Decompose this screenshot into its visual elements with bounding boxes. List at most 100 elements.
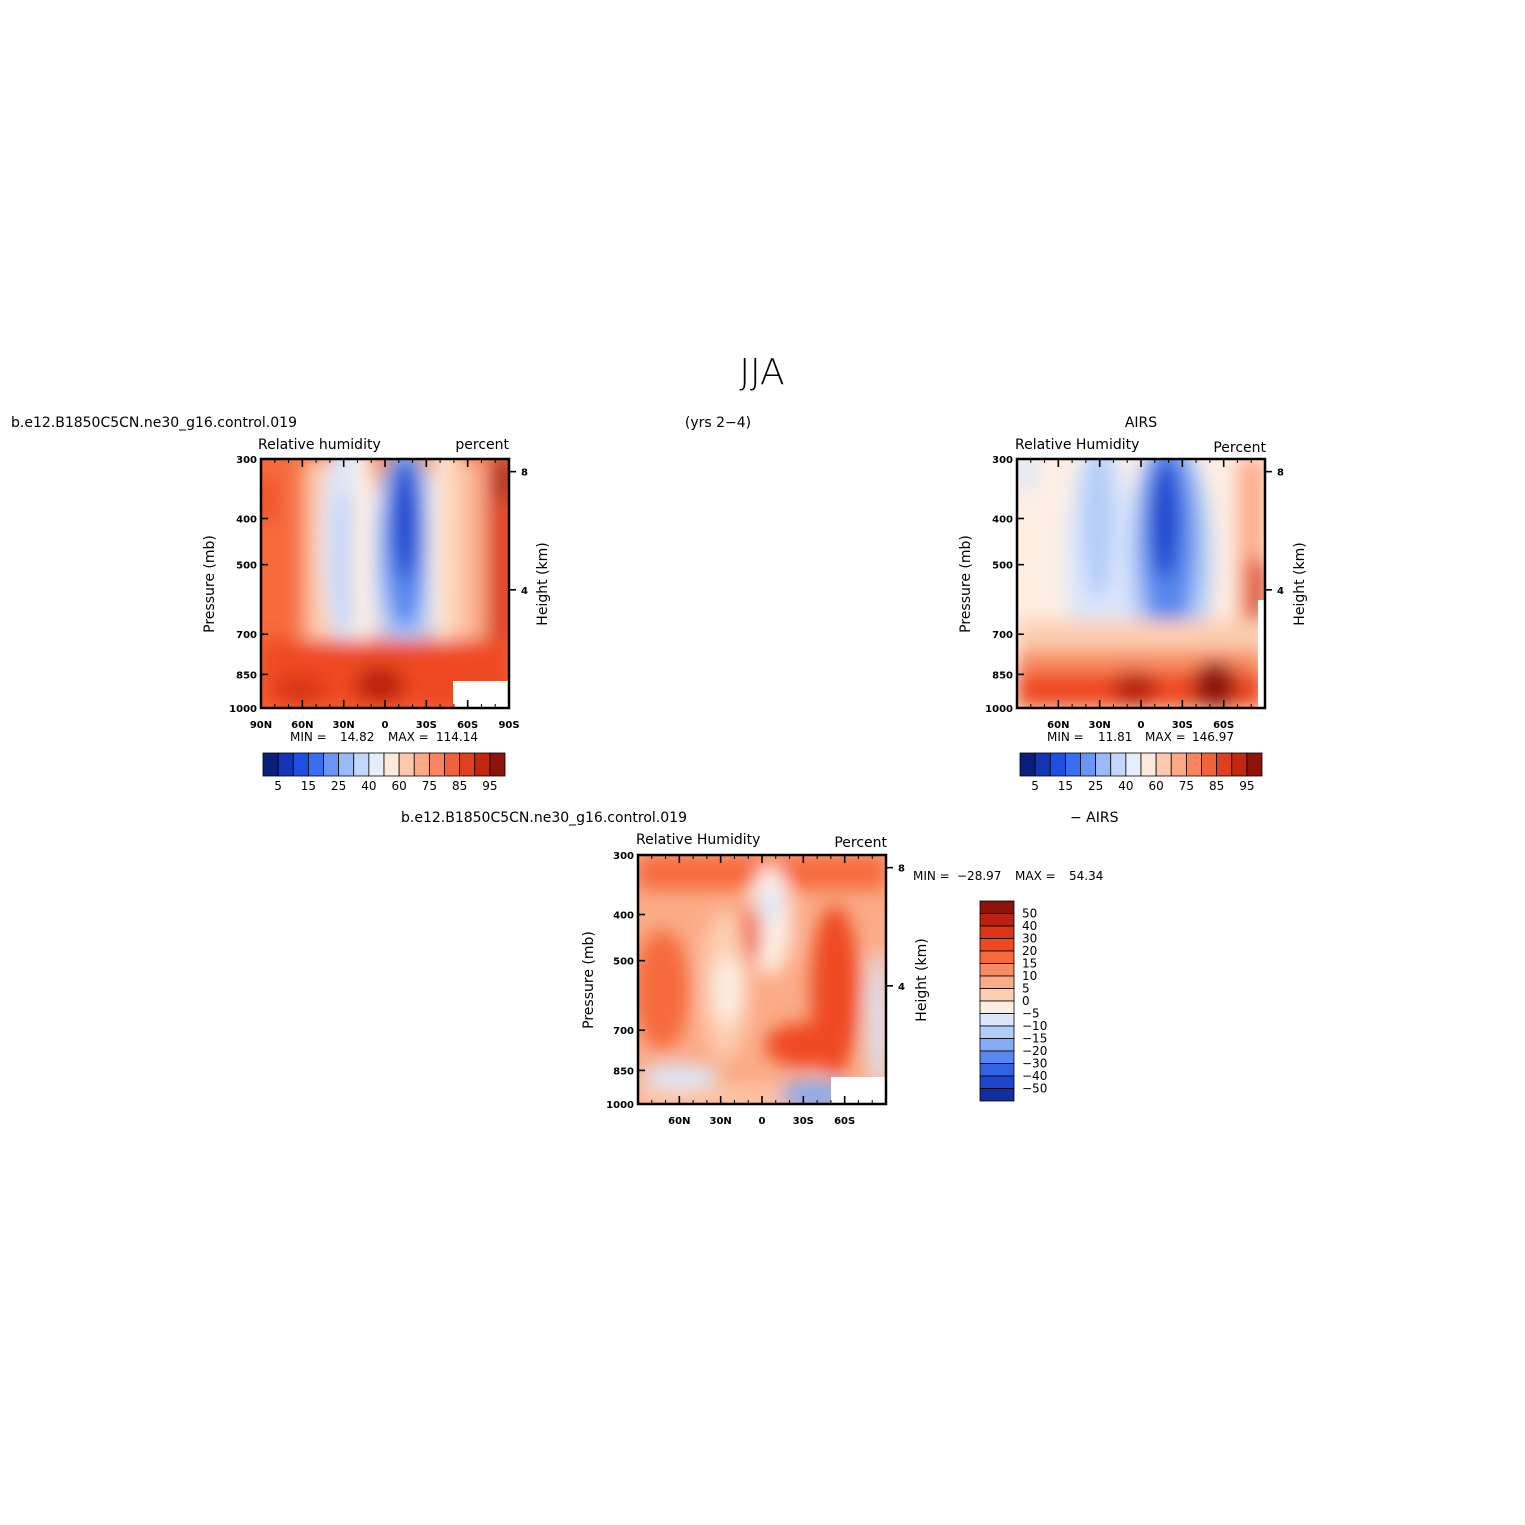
panel-model-right-string: percent	[455, 437, 509, 453]
figure-subtitle: (yrs 2−4)	[685, 415, 751, 431]
panel-diff-ytick-label: 700	[613, 1026, 634, 1037]
panel-model-colorbar-box	[353, 752, 370, 777]
panel-diff-colorbar-label: 20	[1022, 944, 1037, 958]
panel-airs-colorbar-box	[1185, 752, 1202, 777]
panel-model-colorbar-label: 5	[274, 779, 282, 793]
panel-diff-colorbar-box	[979, 1050, 1015, 1064]
panel-model-colorbar-box	[428, 752, 445, 777]
panel-airs-max-value: 146.97	[1192, 730, 1234, 744]
panel-airs-colorbar-label: 5	[1031, 779, 1039, 793]
panel-diff-colorbar-label: 50	[1022, 907, 1037, 921]
panel-model-xtick-label: 90N	[250, 720, 272, 731]
panel-diff-ytick-label: 400	[613, 910, 634, 921]
panel-airs-colorbar-label: 85	[1209, 779, 1224, 793]
panel-airs-colorbar-box	[1080, 752, 1097, 777]
panel-model-xtick-label: 0	[382, 720, 389, 731]
panel-model-colorbar-box	[368, 752, 385, 777]
panel-airs-min-value: 11.81	[1098, 730, 1132, 744]
panel-model-colorbar-label: 15	[301, 779, 316, 793]
panel-airs-ytick-label: 500	[992, 561, 1013, 572]
panel-diff-colorbar-label: −50	[1022, 1082, 1047, 1096]
panel-model-colorbar-label: 25	[331, 779, 346, 793]
panel-diff-colorbar-label: −5	[1022, 1007, 1040, 1021]
panel-airs: AIRS Relative Humidity Percent	[958, 415, 1308, 793]
panel-airs-colorbar-box	[1095, 752, 1112, 777]
panel-diff-ytick-label: 1000	[606, 1100, 634, 1111]
panel-diff-colorbar-box	[979, 1025, 1015, 1039]
panel-airs-ytick-right-label: 8	[1277, 468, 1284, 479]
panel-model-colorbar: 5 15 25 40 60 75 85 95	[262, 752, 506, 793]
panel-model-colorbar-label: 40	[361, 779, 376, 793]
panel-airs-colorbar-label: 15	[1058, 779, 1073, 793]
panel-diff-colorbar-label: 40	[1022, 919, 1037, 933]
panel-diff-axes: 300 400 500 700 850 1000 8 4 60N 30N 0 30S 60S	[606, 851, 905, 1127]
panel-diff-case: b.e12.B1850C5CN.ne30_g16.control.019	[401, 810, 687, 826]
panel-airs-colorbar-box	[1201, 752, 1218, 777]
panel-model-ytick-right-label: 4	[521, 586, 528, 597]
panel-model-colorbar-box	[474, 752, 491, 777]
panel-model-colorbar-box	[413, 752, 430, 777]
panel-model-ytick-label: 400	[236, 514, 257, 525]
panel-airs-max-label: MAX =	[1145, 730, 1186, 744]
panel-airs-colorbar-box	[1140, 752, 1157, 777]
panel-airs-left-string: Relative Humidity	[1015, 437, 1139, 453]
panel-model-case: b.e12.B1850C5CN.ne30_g16.control.019	[11, 415, 297, 431]
panel-model-colorbar-box	[277, 752, 294, 777]
panel-airs-xtick-label: 60N	[1047, 720, 1069, 731]
panel-airs-ytick-label: 850	[992, 670, 1013, 681]
panel-airs-case: AIRS	[1125, 415, 1157, 431]
panel-model-xtick-label: 60S	[457, 720, 478, 731]
panel-airs-axes: 300 400 500 700 850 1000 8 4 60N 30N 0 30S 60S	[985, 455, 1284, 731]
panel-airs-colorbar-box	[1110, 752, 1127, 777]
panel-diff-colorbar-label: −40	[1022, 1069, 1047, 1083]
panel-diff-xtick-label: 30N	[710, 1116, 732, 1127]
panel-model-colorbar-box	[444, 752, 461, 777]
panel-airs-colorbar-label: 40	[1118, 779, 1133, 793]
panel-model-colorbar-label: 95	[482, 779, 497, 793]
panel-airs-colorbar-box	[1216, 752, 1233, 777]
panel-model-max-value: 114.14	[436, 730, 478, 744]
panel-diff-colorbar-box	[979, 988, 1015, 1002]
panel-model-ytick-label: 850	[236, 670, 257, 681]
panel-model-colorbar-label: 75	[422, 779, 437, 793]
panel-airs-colorbar-box	[1155, 752, 1172, 777]
panel-diff-colorbar-label: 0	[1022, 994, 1030, 1008]
panel-diff-left-string: Relative Humidity	[636, 832, 760, 848]
panel-diff-ytick-label: 500	[613, 957, 634, 968]
panel-diff-colorbar-label: 15	[1022, 957, 1037, 971]
panel-model-xtick-label: 60N	[291, 720, 313, 731]
panel-model-ytick-label: 1000	[229, 704, 257, 715]
panel-airs-ytick-label: 700	[992, 630, 1013, 641]
panel-diff-colorbar-label: 10	[1022, 969, 1037, 983]
panel-model-colorbar-box	[398, 752, 415, 777]
panel-diff-colorbar-label: −10	[1022, 1019, 1047, 1033]
panel-diff-xtick-label: 30S	[793, 1116, 814, 1127]
panel-diff-ylabel-right: Height (km)	[914, 938, 930, 1021]
panel-model-field	[261, 459, 509, 708]
panel-model-max-label: MAX =	[388, 730, 429, 744]
panel-model-xtick-label: 90S	[498, 720, 519, 731]
panel-model-ylabel: Pressure (mb)	[202, 535, 218, 633]
panel-diff-ytick-label: 850	[613, 1066, 634, 1077]
panel-airs-colorbar-label: 60	[1148, 779, 1163, 793]
panel-difference: b.e12.B1850C5CN.ne30_g16.control.019 − A…	[401, 810, 1119, 1127]
figure-title: JJA	[739, 352, 784, 393]
panel-airs-xtick-label: 30S	[1172, 720, 1193, 731]
panel-model-colorbar-box	[262, 752, 279, 777]
panel-airs-colorbar-label: 25	[1088, 779, 1103, 793]
panel-model-left-string: Relative humidity	[258, 437, 381, 453]
panel-model-colorbar-box	[292, 752, 309, 777]
panel-model-ytick-label: 300	[236, 455, 257, 466]
panel-airs-colorbar-box	[1246, 752, 1263, 777]
panel-diff-min-label: MIN =	[913, 869, 950, 883]
panel-diff-colorbar-box	[979, 950, 1015, 964]
panel-airs-ylabel-right: Height (km)	[1292, 542, 1308, 625]
panel-model-colorbar-box	[307, 752, 324, 777]
panel-diff-colorbar-label: −30	[1022, 1057, 1047, 1071]
panel-airs-colorbar-box	[1064, 752, 1081, 777]
panel-diff-colorbar-box	[979, 1063, 1015, 1077]
panel-airs-ylabel: Pressure (mb)	[958, 535, 974, 633]
panel-model-ytick-label: 700	[236, 630, 257, 641]
panel-model-ytick-label: 500	[236, 561, 257, 572]
